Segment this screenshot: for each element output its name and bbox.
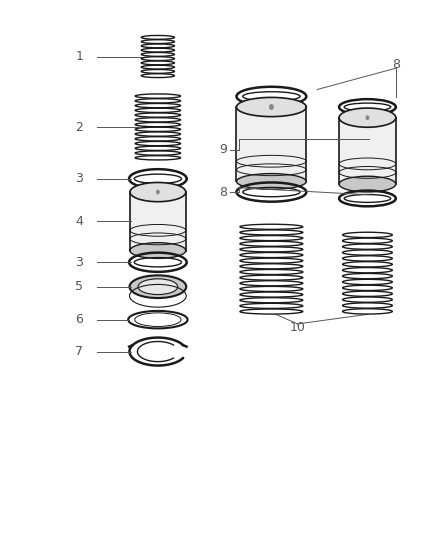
Text: 6: 6 <box>75 313 83 326</box>
Text: 3: 3 <box>75 256 83 269</box>
Ellipse shape <box>130 182 186 201</box>
Bar <box>339 118 396 184</box>
Circle shape <box>269 104 274 110</box>
Text: 8: 8 <box>219 185 227 199</box>
Ellipse shape <box>237 174 306 189</box>
Bar <box>130 192 186 251</box>
Text: 10: 10 <box>290 321 306 334</box>
Text: 9: 9 <box>219 143 227 156</box>
Ellipse shape <box>130 243 186 259</box>
Bar <box>237 107 306 181</box>
Ellipse shape <box>130 276 186 298</box>
Text: 3: 3 <box>75 172 83 185</box>
Ellipse shape <box>237 98 306 117</box>
Ellipse shape <box>138 279 178 295</box>
Circle shape <box>156 190 160 195</box>
Ellipse shape <box>339 176 396 192</box>
Text: 8: 8 <box>392 58 400 71</box>
Text: 5: 5 <box>75 280 83 293</box>
Text: 4: 4 <box>75 215 83 228</box>
Text: 2: 2 <box>75 120 83 134</box>
Circle shape <box>365 115 369 120</box>
Text: 1: 1 <box>75 50 83 63</box>
Ellipse shape <box>339 108 396 127</box>
Text: 7: 7 <box>75 345 83 358</box>
